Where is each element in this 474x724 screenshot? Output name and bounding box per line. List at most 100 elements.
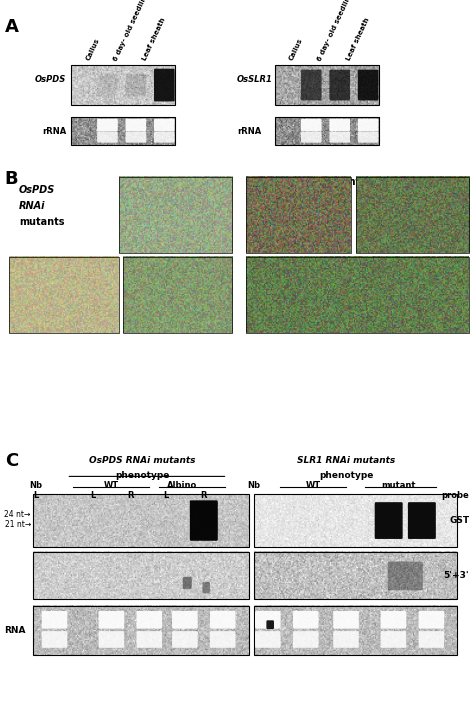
Bar [33, 606, 249, 655]
FancyBboxPatch shape [202, 582, 210, 594]
Text: L: L [163, 491, 169, 500]
Text: 6 day- old seedling: 6 day- old seedling [113, 0, 150, 62]
Text: Callus: Callus [289, 37, 304, 62]
Text: SLR1 RNAi mutants: SLR1 RNAi mutants [297, 456, 395, 465]
FancyBboxPatch shape [99, 631, 124, 648]
FancyBboxPatch shape [419, 631, 444, 648]
Text: L: L [33, 491, 38, 500]
Text: SLR1: SLR1 [265, 177, 293, 188]
Bar [123, 257, 232, 333]
FancyBboxPatch shape [329, 119, 350, 131]
FancyBboxPatch shape [137, 611, 162, 628]
Text: mutants: mutants [19, 217, 64, 227]
Bar [246, 177, 351, 253]
Text: L: L [90, 491, 95, 500]
Text: OsSLR1: OsSLR1 [237, 75, 273, 83]
FancyBboxPatch shape [358, 119, 378, 131]
FancyBboxPatch shape [333, 631, 359, 648]
FancyBboxPatch shape [190, 500, 218, 541]
Bar [118, 177, 232, 253]
Bar [33, 494, 249, 547]
Bar [275, 65, 379, 105]
FancyBboxPatch shape [301, 70, 321, 101]
Text: GST: GST [449, 516, 469, 525]
Text: 6 day- old seedling: 6 day- old seedling [317, 0, 354, 62]
FancyBboxPatch shape [210, 611, 236, 628]
FancyBboxPatch shape [374, 502, 402, 539]
FancyBboxPatch shape [99, 611, 124, 628]
FancyBboxPatch shape [172, 631, 198, 648]
Text: Leaf sheath: Leaf sheath [142, 17, 166, 62]
Text: rRNA: rRNA [237, 127, 261, 135]
FancyBboxPatch shape [182, 577, 191, 589]
Text: R: R [127, 491, 134, 500]
Text: mutant: mutant [381, 481, 415, 489]
Text: phenotype: phenotype [319, 471, 373, 479]
FancyBboxPatch shape [358, 132, 378, 143]
Bar [246, 257, 469, 333]
FancyBboxPatch shape [126, 74, 146, 96]
Text: WT: WT [104, 481, 119, 489]
Text: OsPDS: OsPDS [35, 75, 66, 83]
FancyBboxPatch shape [97, 132, 118, 143]
FancyBboxPatch shape [126, 132, 146, 143]
Text: RNAi: RNAi [19, 201, 46, 211]
Bar [9, 257, 119, 333]
FancyBboxPatch shape [255, 631, 281, 648]
FancyBboxPatch shape [42, 631, 67, 648]
FancyBboxPatch shape [293, 631, 319, 648]
FancyBboxPatch shape [358, 70, 378, 101]
FancyBboxPatch shape [381, 611, 406, 628]
Text: 5'+3': 5'+3' [444, 571, 469, 581]
FancyBboxPatch shape [255, 611, 281, 628]
Text: RNA: RNA [5, 626, 26, 635]
FancyBboxPatch shape [408, 502, 436, 539]
FancyBboxPatch shape [172, 611, 198, 628]
FancyBboxPatch shape [42, 611, 67, 628]
FancyBboxPatch shape [97, 74, 118, 96]
Bar [71, 65, 175, 105]
Text: Nb: Nb [29, 481, 42, 489]
Text: C: C [5, 452, 18, 471]
Text: Nb: Nb [247, 481, 260, 489]
Text: Albino: Albino [167, 481, 198, 489]
Bar [33, 552, 249, 599]
Text: RNAi mutants: RNAi mutants [287, 177, 365, 188]
FancyBboxPatch shape [381, 631, 406, 648]
Bar [275, 117, 379, 145]
Text: B: B [5, 170, 18, 188]
Text: R: R [201, 491, 207, 500]
FancyBboxPatch shape [154, 132, 174, 143]
Text: OsPDS RNAi mutants: OsPDS RNAi mutants [89, 456, 195, 465]
Text: probe: probe [441, 491, 469, 500]
Text: 24 nt→: 24 nt→ [4, 510, 31, 518]
Text: phenotype: phenotype [115, 471, 169, 479]
FancyBboxPatch shape [329, 70, 350, 101]
FancyBboxPatch shape [154, 119, 174, 131]
FancyBboxPatch shape [301, 132, 321, 143]
FancyBboxPatch shape [137, 631, 162, 648]
FancyBboxPatch shape [419, 611, 444, 628]
Bar [254, 606, 457, 655]
Text: rRNA: rRNA [42, 127, 66, 135]
Text: A: A [5, 18, 18, 36]
Bar [254, 552, 457, 599]
Text: Callus: Callus [85, 37, 100, 62]
FancyBboxPatch shape [97, 119, 118, 131]
FancyBboxPatch shape [266, 620, 274, 629]
FancyBboxPatch shape [301, 119, 321, 131]
FancyBboxPatch shape [154, 69, 174, 101]
Bar [71, 117, 175, 145]
Bar [254, 494, 457, 547]
FancyBboxPatch shape [293, 611, 319, 628]
FancyBboxPatch shape [126, 119, 146, 131]
Text: Leaf sheath: Leaf sheath [346, 17, 370, 62]
FancyBboxPatch shape [333, 611, 359, 628]
Bar [356, 177, 469, 253]
Text: OsPDS: OsPDS [19, 185, 55, 195]
Text: WT: WT [305, 481, 320, 489]
FancyBboxPatch shape [329, 132, 350, 143]
FancyBboxPatch shape [388, 562, 423, 590]
Text: 21 nt→: 21 nt→ [5, 521, 31, 529]
FancyBboxPatch shape [210, 631, 236, 648]
